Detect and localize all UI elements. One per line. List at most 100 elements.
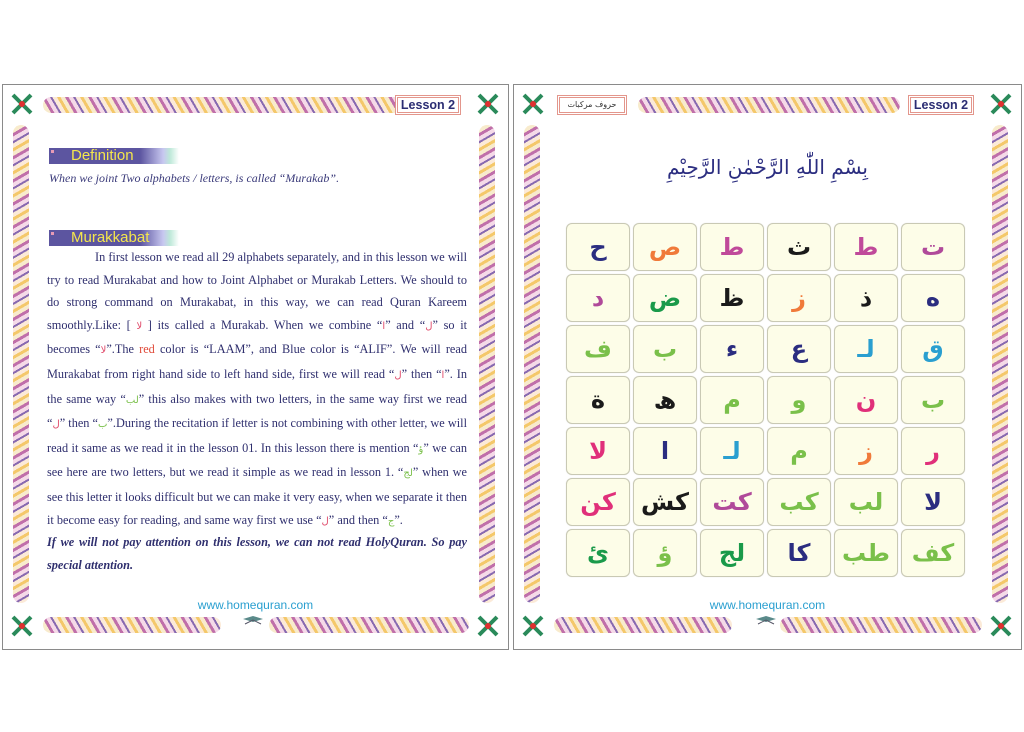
letter-cell: ا (633, 427, 697, 475)
letter-cell: ز (834, 427, 898, 475)
lesson-label: Lesson 2 (395, 95, 461, 115)
inline-highlight: ج (387, 515, 395, 527)
letter-cell: لا (566, 427, 630, 475)
inline-highlight: red (139, 342, 155, 357)
letter-cell: لج (700, 529, 764, 577)
letter-cell: لب (834, 478, 898, 526)
letter-cell: ة (566, 376, 630, 424)
letter-cell: ئ (566, 529, 630, 577)
letter-cell: ب (633, 325, 697, 373)
letter-cell: ظ (700, 274, 764, 322)
letter-cell: کش (633, 478, 697, 526)
right-ornament-border (479, 125, 495, 603)
letter-cell: ر (901, 427, 965, 475)
bottom-ornament-border (554, 617, 732, 633)
letter-cell: ط (834, 223, 898, 271)
paragraph-text: ” this also makes with two letters, in t… (47, 391, 467, 431)
letter-cell: و (767, 376, 831, 424)
inline-highlight: ب (98, 419, 108, 431)
inline-highlight: لا (136, 320, 143, 332)
urdu-title-label: حروف مرکبات (557, 95, 627, 115)
letter-cell: کف (901, 529, 965, 577)
corner-flower-icon (11, 615, 33, 637)
quran-stand-icon (243, 616, 263, 625)
letter-cell: ؤ (633, 529, 697, 577)
bismillah-heading: بِسْمِ اللّٰهِ الرَّحْمٰنِ الرَّحِيْمِ (666, 155, 868, 179)
inline-highlight: ل (52, 419, 60, 431)
letter-cell: م (700, 376, 764, 424)
inline-highlight: ا (441, 369, 445, 381)
bottom-ornament-border (43, 617, 221, 633)
letter-cell: ث (767, 223, 831, 271)
attention-note: If we will not pay attention on this les… (47, 535, 467, 572)
lesson-paragraph: In first lesson we read all 29 alphabets… (47, 246, 467, 533)
letter-cell: ھ (633, 376, 697, 424)
letter-cell: ز (767, 274, 831, 322)
paragraph-text: ”. (394, 512, 403, 527)
corner-flower-icon (477, 93, 499, 115)
corner-flower-icon (522, 615, 544, 637)
definition-heading: Definition (49, 147, 179, 164)
paragraph-text: ”.The (106, 342, 140, 357)
murakkabat-heading: Murakkabat (49, 229, 179, 246)
letter-cell: م (767, 427, 831, 475)
left-ornament-border (524, 125, 540, 603)
bottom-ornament-border (269, 617, 469, 633)
letter-cell: ن (834, 376, 898, 424)
corner-flower-icon (522, 93, 544, 115)
definition-text: When we joint Two alphabets / letters, i… (49, 171, 340, 185)
website-link[interactable]: www.homequran.com (197, 598, 314, 612)
top-ornament-border (43, 97, 413, 113)
paragraph-text: ”.During the recitation if letter is not… (47, 416, 467, 455)
letter-cell: ه (901, 274, 965, 322)
letter-cell: کا (767, 529, 831, 577)
letter-cell: لـ (700, 427, 764, 475)
letter-cell: لا (901, 478, 965, 526)
letter-cell: د (566, 274, 630, 322)
corner-flower-icon (990, 615, 1012, 637)
letter-cell: لـ (834, 325, 898, 373)
inline-highlight: لب (125, 394, 139, 406)
inline-highlight: لج (403, 468, 413, 480)
paragraph-text: ” and then “ (328, 512, 388, 527)
letter-cell: ذ (834, 274, 898, 322)
website-link[interactable]: www.homequran.com (709, 598, 826, 612)
paragraph-text: color is “LAAM”, and Blue color is “ALIF… (47, 342, 467, 381)
quran-stand-icon (756, 616, 776, 625)
paragraph-text: ”. In the same way “ (47, 366, 467, 406)
left-ornament-border (13, 125, 29, 603)
right-page: حروف مرکبات Lesson 2 بِسْمِ اللّٰهِ الرّ… (513, 84, 1022, 650)
paragraph-text: ” so it becomes “ (47, 317, 468, 357)
letter-cell: ض (633, 274, 697, 322)
letter-cell: ص (633, 223, 697, 271)
inline-highlight: ل (425, 320, 433, 332)
bottom-ornament-border (780, 617, 982, 633)
inline-highlight: ا (382, 320, 386, 332)
paragraph-text: In first lesson we read all 29 alphabets… (47, 250, 467, 332)
lesson-label: Lesson 2 (908, 95, 974, 115)
paragraph-text: ” when we see this letter it looks diffi… (47, 465, 467, 527)
corner-flower-icon (11, 93, 33, 115)
letter-cell: ف (566, 325, 630, 373)
letter-cell: کب (767, 478, 831, 526)
letter-cell: ب (901, 376, 965, 424)
inline-highlight: ؤ (418, 443, 424, 455)
corner-flower-icon (990, 93, 1012, 115)
right-ornament-border (992, 125, 1008, 603)
letter-cell: ق (901, 325, 965, 373)
letter-cell: ء (700, 325, 764, 373)
paragraph-text: ” then “ (401, 366, 442, 381)
letter-cell: کت (700, 478, 764, 526)
corner-flower-icon (477, 615, 499, 637)
paragraph-text: ” and “ (385, 317, 426, 332)
paragraph-text: ” then “ (59, 416, 98, 431)
letter-cell: ع (767, 325, 831, 373)
inline-highlight: لا (100, 345, 107, 357)
letter-cell: طب (834, 529, 898, 577)
top-ornament-border (638, 97, 900, 113)
inline-highlight: ل (321, 515, 329, 527)
paragraph-text: ] its called a Murakab. When we combine … (142, 317, 383, 332)
letter-cell: ح (566, 223, 630, 271)
letter-grid: ح ص ط ث ط ت د ض ظ ز ذ ه ف ب ء ع لـ ق ة ھ م و ن ب لا ا لـ م ز ر کن کش کت ک… (566, 223, 965, 577)
left-page: Lesson 2 Definition When we joint Two al… (2, 84, 509, 650)
